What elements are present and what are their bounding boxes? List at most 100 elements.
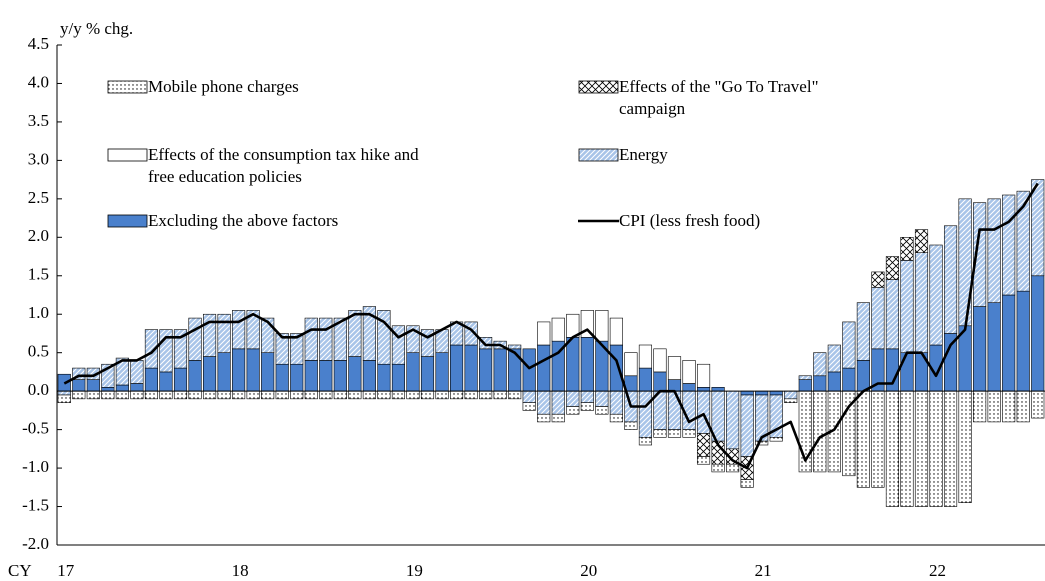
bar-segment [1002,194,1016,296]
legend-swatch [107,214,148,228]
bar-segment [319,317,333,361]
bar-segment [682,383,696,392]
bar-segment [508,390,522,400]
bar-segment [551,390,565,415]
bar-segment [595,406,609,415]
bar-segment [711,387,725,392]
bar-segment [217,313,231,353]
legend-swatch [578,219,619,223]
bar-segment [784,390,798,400]
bar-segment [319,360,333,392]
bar-segment [696,390,711,434]
bar-segment [827,344,841,373]
bar-segment [1016,290,1030,392]
bar-segment [653,371,667,392]
bar-segment [464,390,478,400]
bar-segment [377,363,391,392]
bar-segment [566,406,580,415]
bar-segment [638,390,653,438]
bar-segment [159,329,173,373]
legend-item: Energy [578,144,998,166]
bar-segment [537,390,551,415]
legend-label: Mobile phone charges [148,77,299,96]
bar-segment [333,360,347,392]
y-tick-label: 2.0 [28,226,49,245]
bar-segment [173,329,188,369]
bar-segment [856,302,870,361]
bar-segment [130,383,144,392]
bar-segment [943,390,958,507]
bar-segment [362,306,376,361]
bar-segment [144,367,159,392]
bar-segment [57,390,71,396]
bar-segment [188,360,202,392]
bar-segment [609,317,623,346]
bar-segment [406,352,420,392]
bar-segment [435,352,449,392]
bar-segment [914,229,929,253]
bar-segment [115,357,129,386]
bar-segment [449,390,464,400]
bar-segment [435,390,449,400]
unit-label: y/y % chg. [60,19,133,38]
bar-segment [943,225,958,334]
bar-segment [856,390,870,488]
bar-segment [740,479,754,488]
bar-segment [667,429,682,438]
legend-label: CPI (less fresh food) [619,211,761,230]
y-tick-label: -1.5 [22,495,49,514]
cpi-line [63,182,1039,470]
bar-segment [508,348,522,392]
bar-segment [130,360,144,384]
bar-segment [508,344,522,350]
bar-segment [479,348,493,392]
bar-segment [711,463,725,473]
bar-segment [1031,179,1045,277]
bar-segment [232,310,246,350]
bar-segment [682,429,696,438]
bar-segment [813,390,827,473]
bar-segment [72,379,86,392]
bar-segment [391,390,406,400]
legend-label: Effects of the consumption tax hike and … [148,145,419,186]
bar-segment [173,390,188,400]
bar-segment [784,398,798,403]
bar-segment [580,337,594,392]
bar-segment [987,390,1001,423]
legend-swatch [107,80,148,94]
bar-segment [798,379,812,392]
bar-segment [696,456,711,465]
bar-segment [479,390,493,400]
bar-segment [624,352,638,377]
bar-segment [769,390,783,396]
bar-segment [246,310,260,350]
bar-segment [479,337,493,350]
bar-segment [261,352,275,392]
bar-segment [72,367,86,380]
legend-item: Mobile phone charges [107,76,527,98]
bar-segment [275,333,289,365]
legend-label: Excluding the above factors [148,211,339,230]
x-tick-label: 21 [755,561,772,580]
bar-segment [202,356,217,392]
bar-segment [537,413,551,423]
y-tick-label: 3.5 [28,111,49,130]
bar-segment [101,390,115,400]
legend-label: Energy [619,145,668,164]
bar-segment [1031,275,1045,392]
legend-item: CPI (less fresh food) [578,210,998,232]
bar-segment [885,390,900,507]
y-tick-label: 0.0 [28,380,49,399]
bar-segment [1016,390,1030,423]
bar-segment [420,390,435,400]
bar-segment [333,317,347,361]
bar-segment [144,329,159,369]
bar-segment [740,394,754,457]
legend-swatch [578,80,619,94]
bar-segment [348,390,362,400]
bar-segment [406,390,420,400]
bar-segment [638,367,653,392]
bar-segment [842,367,856,392]
bar-segment [973,306,987,392]
